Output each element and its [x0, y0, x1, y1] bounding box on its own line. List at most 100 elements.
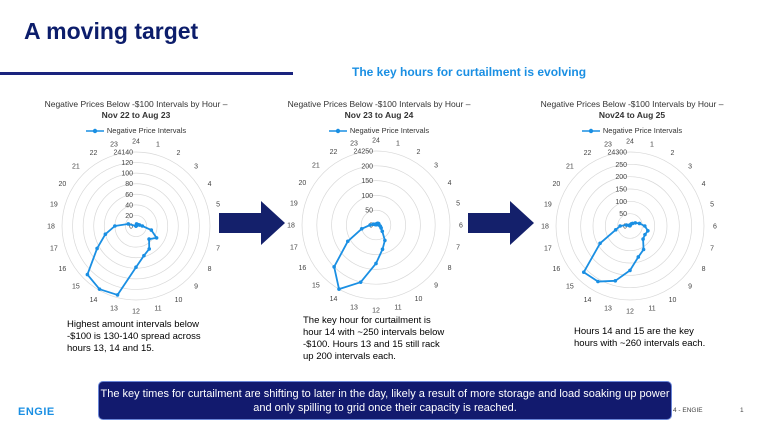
radar-category-label: 8	[208, 266, 212, 273]
radar-data-point	[646, 228, 650, 233]
radar-tick-label: 100	[361, 193, 373, 200]
radar-data-point	[596, 279, 600, 284]
radar-category-label: 7	[456, 244, 460, 251]
radar-category-label: 16	[552, 266, 560, 273]
radar-data-point	[383, 238, 387, 243]
radar-category-label: 23	[350, 140, 358, 147]
radar-category-label: 7	[710, 245, 714, 252]
radar-category-label: 15	[72, 284, 80, 291]
legend-line-marker-icon	[581, 128, 600, 134]
radar-category-label: 14	[584, 297, 592, 304]
radar-data-point	[598, 241, 602, 246]
radar-gridline	[301, 150, 451, 300]
radar-data-point	[628, 268, 632, 273]
radar-tick-label: 150	[615, 187, 627, 194]
radar-category-label: 10	[415, 296, 423, 303]
radar-data-point	[97, 287, 102, 291]
radar-category-label: 5	[456, 201, 460, 208]
radar-category-label: 15	[312, 283, 320, 290]
radar-data-point	[126, 222, 131, 226]
radar-gridline	[346, 195, 406, 255]
title-underline	[0, 72, 293, 75]
radar-data-point	[630, 221, 635, 226]
radar-data-point	[380, 229, 385, 234]
radar-data-point	[332, 265, 336, 269]
radar-category-label: 11	[394, 305, 401, 312]
radar-category-label: 9	[434, 283, 438, 290]
radar-tick-label: 120	[121, 160, 133, 167]
radar-gridline	[555, 151, 705, 301]
radar-category-label: 6	[713, 224, 717, 231]
radar-category-label: 19	[544, 202, 552, 209]
radar-gridline	[316, 165, 436, 285]
radar-data-point	[618, 224, 622, 228]
radar-data-point	[147, 247, 152, 251]
radar-category-label: 1	[396, 140, 400, 147]
chart-1-title: Negative Prices Below -$100 Intervals by…	[16, 99, 256, 121]
radar-data-point	[140, 224, 145, 228]
radar-category-label: 21	[312, 162, 320, 169]
radar-category-label: 18	[47, 224, 55, 231]
radar-data-point	[628, 223, 632, 228]
radar-data-point	[134, 224, 138, 228]
chart-2-title: Negative Prices Below -$100 Intervals by…	[259, 99, 499, 121]
radar-category-label: 18	[287, 223, 295, 230]
radar-data-point	[113, 224, 117, 228]
arrow-right-icon	[468, 201, 534, 245]
radar-data-point	[613, 279, 618, 283]
radar-category-label: 10	[669, 297, 677, 304]
chart-1-legend: Negative Price Intervals	[16, 126, 256, 135]
radar-tick-label: 100	[615, 199, 627, 206]
radar-category-label: 2	[177, 150, 181, 157]
radar-data-point	[137, 223, 142, 227]
radar-category-label: 17	[50, 245, 58, 252]
radar-category-label: 8	[702, 266, 706, 273]
slide-title: A moving target	[24, 18, 199, 44]
radar-category-label: 19	[50, 202, 58, 209]
radar-gridline	[617, 213, 643, 239]
radar-data-point	[643, 224, 647, 228]
radar-category-label: 22	[90, 150, 98, 157]
radar-data-point	[643, 232, 647, 237]
legend-line-marker-icon	[85, 128, 104, 134]
radar-data-point	[379, 226, 383, 230]
chart-3-caption: Hours 14 and 15 are the key hours with ~…	[574, 326, 706, 349]
radar-category-label: 24	[626, 139, 634, 146]
chart-3-title-text: Negative Prices Below -$100 Intervals by…	[540, 99, 724, 109]
legend-line-marker-icon	[328, 128, 347, 134]
radar-data-point	[149, 228, 154, 232]
radar-category-label: 10	[175, 297, 183, 304]
radar-tick-label: 24300	[608, 150, 628, 157]
radar-data-point	[374, 222, 378, 227]
radar-category-label: 8	[448, 265, 452, 272]
radar-gridline	[125, 215, 147, 237]
radar-data-point	[142, 253, 146, 258]
radar-category-label: 4	[702, 181, 706, 188]
radar-category-label: 23	[110, 141, 118, 148]
radar-data-point	[374, 261, 378, 266]
radar-gridline	[592, 188, 668, 264]
radar-data-point	[581, 270, 586, 275]
radar-category-label: 3	[434, 162, 438, 169]
radar-category-label: 13	[350, 305, 358, 312]
radar-category-label: 24	[132, 139, 140, 146]
radar-tick-label: 60	[125, 192, 133, 199]
radar-category-label: 19	[290, 201, 298, 208]
radar-data-point	[633, 221, 638, 225]
radar-tick-label: 150	[361, 178, 373, 185]
radar-gridline	[103, 193, 169, 259]
footer-tag: 4 - ENGIE	[673, 407, 703, 414]
engie-logo: ENGIE	[18, 406, 55, 418]
radar-data-point	[641, 247, 646, 252]
radar-data-point	[95, 246, 99, 251]
radar-category-label: 3	[194, 163, 198, 170]
radar-data-point	[103, 232, 108, 237]
radar-gridline	[72, 162, 200, 290]
radar-category-label: 11	[154, 306, 161, 313]
radar-gridline	[360, 209, 392, 241]
radar-data-point	[380, 247, 385, 252]
chart-3-period: Nov24 to Aug 25	[598, 110, 666, 120]
radar-data-point	[368, 223, 372, 227]
arrow-right-icon	[219, 201, 285, 245]
